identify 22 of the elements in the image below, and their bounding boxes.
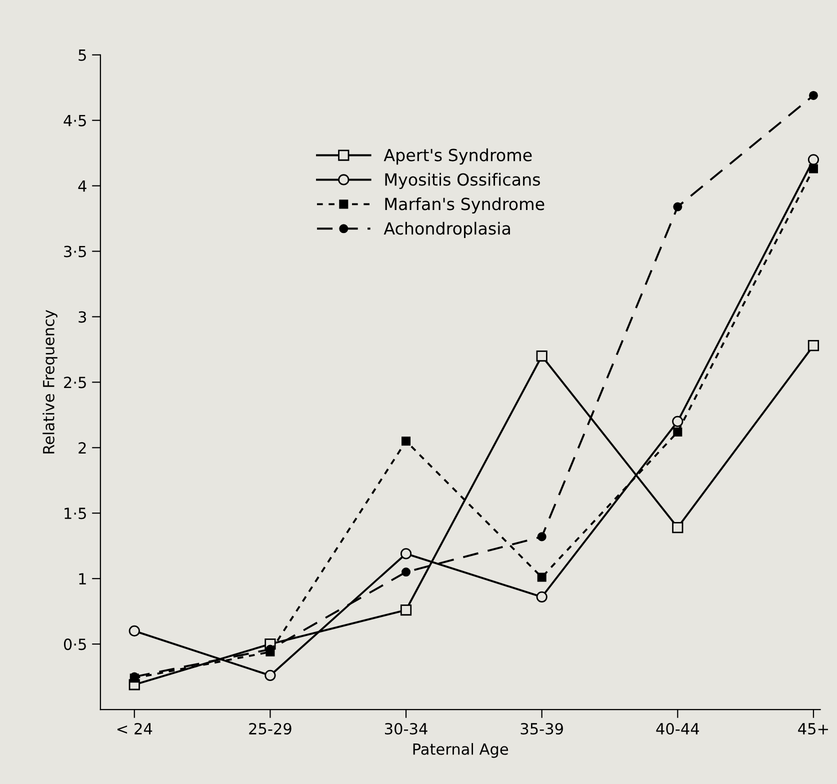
y-tick-label: 2·5 xyxy=(64,376,86,388)
y-tick-label: 4·5 xyxy=(64,115,86,126)
x-tick-label: 25-29 xyxy=(249,722,292,735)
y-tick-label: 2 xyxy=(78,442,86,454)
y-tick-label: 0·5 xyxy=(64,638,86,650)
x-tick-label: 30-34 xyxy=(384,722,428,735)
y-tick-label: 5 xyxy=(78,50,86,61)
y-tick-label: 3 xyxy=(78,311,86,323)
x-axis-title: Paternal Age xyxy=(413,743,508,758)
y-tick-label: 4 xyxy=(78,180,86,192)
legend-label: Achondroplasia xyxy=(384,222,510,238)
y-axis-title: Relative Frequency xyxy=(42,310,58,454)
legend-label: Apert's Syndrome xyxy=(384,148,532,165)
x-tick-label: 45+ xyxy=(798,723,828,735)
x-tick-label: 35-39 xyxy=(520,722,563,735)
y-tick-label: 1·5 xyxy=(64,508,86,520)
y-tick-label: 1 xyxy=(79,573,86,584)
x-tick-label: < 24 xyxy=(117,722,152,734)
y-tick-label: 3·5 xyxy=(64,246,86,258)
legend-label: Marfan's Syndrome xyxy=(385,197,544,214)
legend-label: Myositis Ossificans xyxy=(385,172,540,190)
x-tick-label: 40-44 xyxy=(656,722,699,735)
